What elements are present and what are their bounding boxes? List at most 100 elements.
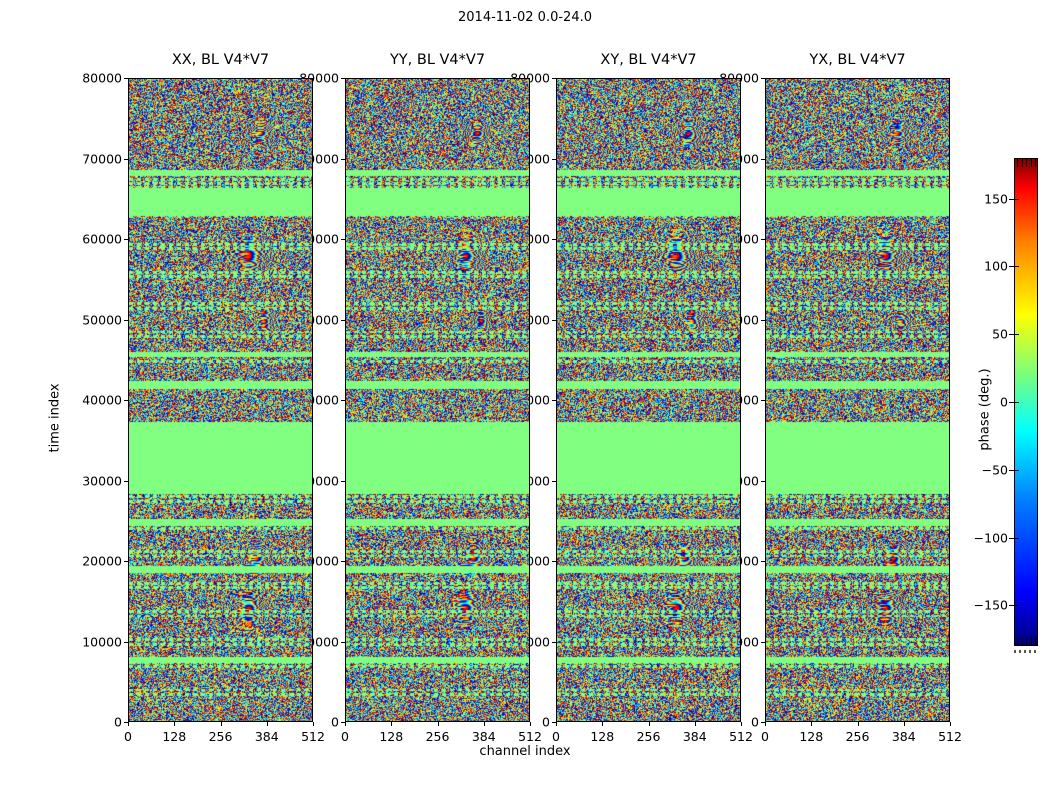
y-tick-label: 20000 bbox=[82, 553, 122, 569]
x-tick-label: 0 bbox=[761, 729, 769, 744]
plot-area-xx bbox=[128, 78, 313, 722]
colorbar: −150 −100 −50 0 50 100 150 bbox=[974, 158, 1038, 646]
y-tick-label: 50000 bbox=[82, 312, 122, 327]
y-tick-mark bbox=[552, 480, 556, 482]
y-tick-mark bbox=[341, 78, 345, 79]
colorbar-tick-label: 50 bbox=[992, 326, 1008, 342]
y-tick-label: 40000 bbox=[82, 392, 122, 408]
colorbar-tick-label: 0 bbox=[1000, 394, 1008, 410]
colorbar-tick-mark-inner bbox=[1014, 198, 1019, 200]
panel-title-xx: XX, BL V4*V7 bbox=[171, 52, 270, 68]
x-tick-label: 384 bbox=[471, 729, 496, 744]
colorbar-tick-label: 100 bbox=[984, 258, 1008, 274]
colorbar-minor-tick bbox=[1026, 159, 1027, 167]
colorbar-tick-mark bbox=[1009, 334, 1014, 336]
y-tick-mark bbox=[124, 158, 128, 160]
y-tick-mark bbox=[761, 158, 765, 160]
y-axis-label: time index bbox=[47, 383, 63, 453]
colorbar-minor-tick bbox=[1021, 637, 1023, 645]
y-tick-mark bbox=[761, 722, 765, 723]
y-tick-mark bbox=[124, 239, 128, 240]
y-tick-label: 0 bbox=[114, 714, 122, 730]
x-tick-label: 128 bbox=[590, 729, 615, 744]
y-tick-label: 0 bbox=[542, 714, 550, 730]
x-tick-label: 512 bbox=[518, 729, 542, 744]
x-tick-mark bbox=[857, 722, 859, 726]
colorbar-label: phase (deg.) bbox=[977, 368, 993, 451]
colorbar-tick-mark-inner bbox=[1014, 402, 1019, 403]
x-tick-mark bbox=[220, 722, 222, 726]
x-tick-mark bbox=[765, 722, 766, 726]
y-tick-mark bbox=[552, 400, 556, 401]
x-tick-mark bbox=[345, 722, 346, 726]
y-tick-mark bbox=[341, 480, 345, 482]
y-tick-mark bbox=[124, 480, 128, 482]
y-tick-mark bbox=[341, 158, 345, 160]
colorbar-minor-tick bbox=[1017, 637, 1018, 645]
colorbar-minor-tick bbox=[1030, 159, 1032, 167]
plot-area-yx bbox=[765, 78, 950, 722]
y-tick-mark bbox=[552, 239, 556, 240]
y-tick-mark bbox=[124, 400, 128, 401]
y-tick-mark bbox=[124, 722, 128, 723]
colorbar-tick-mark-inner bbox=[1014, 469, 1019, 471]
y-tick-mark bbox=[341, 722, 345, 723]
y-tick-mark bbox=[761, 641, 765, 643]
y-tick-mark bbox=[552, 722, 556, 723]
y-tick-mark bbox=[124, 319, 128, 321]
x-tick-mark bbox=[648, 722, 650, 726]
x-axis-label: channel index bbox=[479, 744, 571, 759]
colorbar-minor-tick bbox=[1035, 159, 1036, 167]
y-tick-mark bbox=[552, 641, 556, 643]
colorbar-minor-tick bbox=[1026, 637, 1027, 645]
colorbar-tick-mark-inner bbox=[1014, 266, 1019, 268]
x-tick-label: 384 bbox=[891, 729, 916, 744]
colorbar-tick-label: 150 bbox=[984, 191, 1008, 207]
colorbar-tick-mark bbox=[1009, 537, 1014, 539]
y-tick-label: 0 bbox=[331, 714, 339, 730]
x-tick-mark bbox=[602, 722, 604, 726]
x-tick-label: 0 bbox=[552, 729, 560, 744]
panel-yx: YX, BL V4*V70100002000030000400005000060… bbox=[719, 48, 962, 744]
colorbar-tick-mark-inner bbox=[1014, 334, 1019, 336]
x-tick-mark bbox=[694, 722, 696, 726]
y-tick-label: 10000 bbox=[82, 634, 122, 649]
x-tick-mark bbox=[437, 722, 439, 726]
y-tick-mark bbox=[552, 158, 556, 160]
y-tick-mark bbox=[552, 319, 556, 321]
colorbar-minor-tick bbox=[1035, 637, 1036, 645]
x-tick-mark bbox=[950, 722, 951, 726]
colorbar-minor-tick bbox=[1017, 159, 1018, 167]
x-tick-mark bbox=[174, 722, 176, 726]
x-tick-label: 384 bbox=[682, 729, 707, 744]
y-tick-label: 80000 bbox=[82, 70, 122, 86]
x-tick-label: 256 bbox=[636, 729, 661, 744]
y-tick-mark bbox=[124, 561, 128, 562]
colorbar-tick-label: −50 bbox=[981, 462, 1008, 478]
colorbar-tick-mark bbox=[1009, 605, 1014, 607]
colorbar-tick-mark-inner bbox=[1014, 537, 1019, 539]
colorbar-tick-mark bbox=[1009, 198, 1014, 200]
x-tick-label: 0 bbox=[124, 729, 132, 744]
x-tick-label: 256 bbox=[208, 729, 233, 744]
colorbar-underflow-marker bbox=[1014, 650, 1038, 653]
x-tick-mark bbox=[266, 722, 268, 726]
colorbar-tick-mark bbox=[1009, 266, 1014, 268]
x-tick-label: 512 bbox=[938, 729, 962, 744]
heatmap-image bbox=[346, 79, 529, 721]
x-tick-mark bbox=[483, 722, 485, 726]
x-tick-mark bbox=[556, 722, 557, 726]
x-tick-mark bbox=[391, 722, 393, 726]
colorbar-tick-mark-inner bbox=[1014, 605, 1019, 607]
y-tick-label: 70000 bbox=[82, 151, 122, 166]
y-tick-mark bbox=[552, 78, 556, 79]
x-tick-mark bbox=[128, 722, 129, 726]
x-tick-label: 384 bbox=[254, 729, 279, 744]
y-tick-mark bbox=[341, 239, 345, 240]
x-tick-label: 128 bbox=[379, 729, 404, 744]
plot-area-yy bbox=[345, 78, 530, 722]
heatmap-image bbox=[557, 79, 740, 721]
y-tick-mark bbox=[341, 561, 345, 562]
x-tick-mark bbox=[530, 722, 531, 726]
